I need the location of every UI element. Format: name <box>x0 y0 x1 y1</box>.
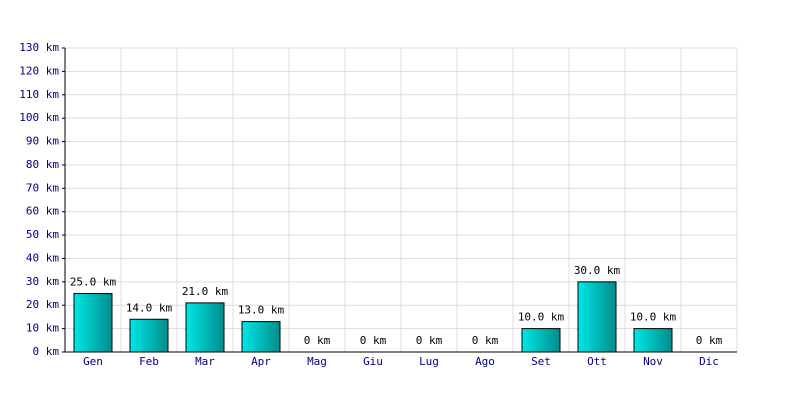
x-tick-label: Ott <box>587 355 607 368</box>
x-tick-label: Apr <box>251 355 271 368</box>
value-label: 10.0 km <box>630 311 677 324</box>
value-label: 13.0 km <box>238 304 285 317</box>
y-tick-label: 20 km <box>26 298 59 311</box>
y-tick-label: 120 km <box>19 64 59 77</box>
value-label: 21.0 km <box>182 285 229 298</box>
value-label: 14.0 km <box>126 301 173 314</box>
y-tick-label: 100 km <box>19 111 59 124</box>
grid <box>65 47 738 353</box>
y-tick-label: 50 km <box>26 228 59 241</box>
x-tick-label: Ago <box>475 355 495 368</box>
y-tick-label: 0 km <box>33 345 60 358</box>
y-tick-label: 10 km <box>26 322 59 335</box>
y-tick-label: 90 km <box>26 135 59 148</box>
bar <box>521 328 561 353</box>
x-tick-label: Gen <box>83 355 103 368</box>
plot: 0 km 10 km 20 km 30 km 40 km 50 km 60 km 70 km 8… <box>19 41 737 368</box>
y-tick-label: 130 km <box>19 41 59 54</box>
value-label: 25.0 km <box>70 276 117 289</box>
value-label: 0 km <box>416 334 443 347</box>
bar <box>73 293 113 353</box>
x-tick-label: Mar <box>195 355 215 368</box>
bar <box>185 302 225 353</box>
value-label: 0 km <box>360 334 387 347</box>
y-tick-label: 110 km <box>19 88 59 101</box>
bar <box>633 328 673 353</box>
bar <box>577 281 617 353</box>
y-tick-label: 30 km <box>26 275 59 288</box>
value-label: 10.0 km <box>518 311 565 324</box>
y-tick-label: 80 km <box>26 158 59 171</box>
x-tick-label: Nov <box>643 355 663 368</box>
x-tick-label: Feb <box>139 355 159 368</box>
bar <box>129 318 169 353</box>
x-tick-label: Dic <box>699 355 719 368</box>
value-label: 0 km <box>472 334 499 347</box>
x-tick-label: Set <box>531 355 551 368</box>
x-tick-label: Lug <box>419 355 439 368</box>
x-tick-label: Mag <box>307 355 327 368</box>
bar <box>241 321 281 353</box>
y-tick-label: 70 km <box>26 181 59 194</box>
value-label: 0 km <box>304 334 331 347</box>
x-tick-label: Giu <box>363 355 383 368</box>
value-label: 0 km <box>696 334 723 347</box>
y-tick-label: 60 km <box>26 205 59 218</box>
y-tick-label: 40 km <box>26 251 59 264</box>
value-label: 30.0 km <box>574 264 621 277</box>
